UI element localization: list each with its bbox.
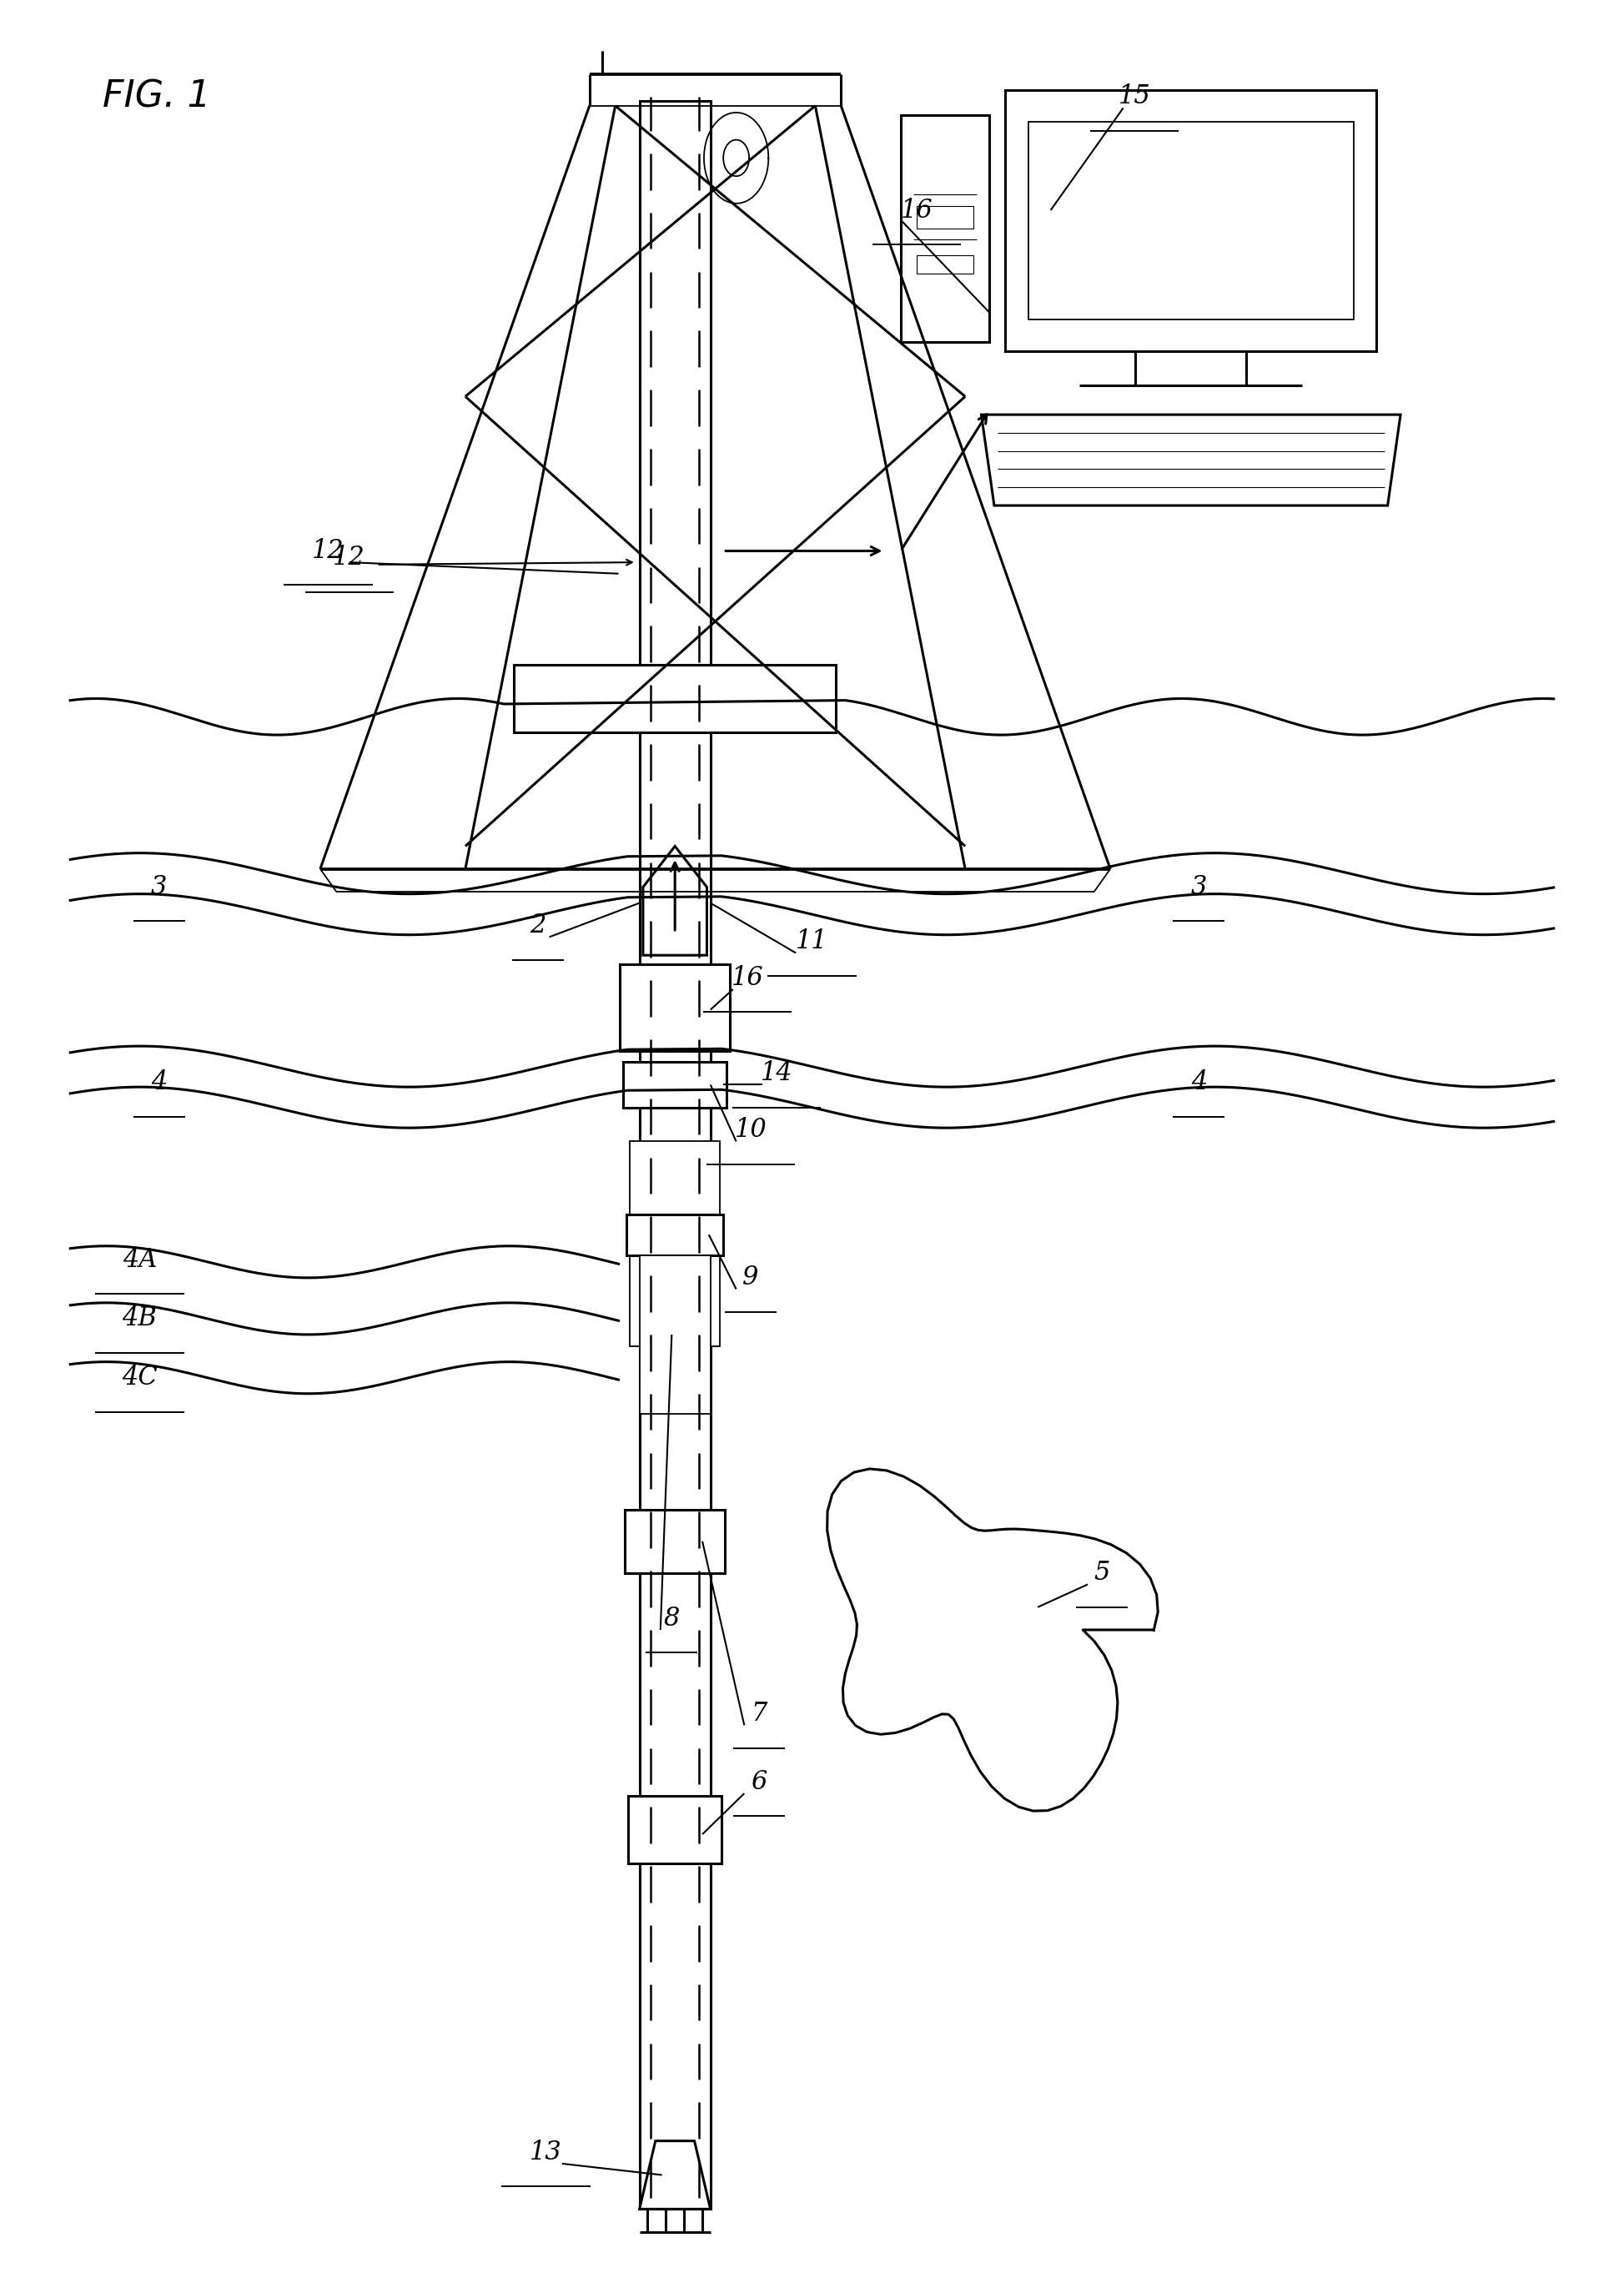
Bar: [624, 1062, 726, 1107]
Text: 12: 12: [312, 539, 344, 564]
Bar: [625, 1509, 724, 1573]
Text: 15: 15: [1119, 84, 1151, 110]
Bar: [627, 1215, 723, 1256]
Text: 8: 8: [664, 1605, 680, 1632]
Text: 4: 4: [1190, 1068, 1207, 1096]
Text: 6: 6: [750, 1769, 767, 1794]
Bar: [640, 1256, 710, 1413]
Bar: [628, 1797, 721, 1863]
Text: 13: 13: [529, 2139, 562, 2164]
Text: 4: 4: [151, 1068, 167, 1096]
Polygon shape: [640, 2141, 710, 2210]
Bar: [640, 100, 710, 664]
Text: 5: 5: [1095, 1559, 1111, 1587]
Bar: [630, 1142, 719, 1347]
Bar: [1005, 89, 1377, 352]
Bar: [901, 114, 989, 342]
Text: 3: 3: [1190, 874, 1207, 900]
Text: 3: 3: [151, 874, 167, 900]
Bar: [918, 205, 973, 228]
Bar: [513, 664, 836, 733]
Bar: [620, 963, 729, 1050]
Text: 9: 9: [742, 1265, 758, 1290]
Bar: [640, 733, 710, 2210]
Text: 10: 10: [734, 1116, 767, 1144]
Text: 4B: 4B: [122, 1306, 158, 1331]
Text: 16: 16: [731, 966, 763, 991]
Text: 12: 12: [333, 546, 365, 571]
Polygon shape: [643, 847, 706, 954]
Text: 11: 11: [796, 929, 828, 954]
Text: 4A: 4A: [122, 1247, 158, 1272]
Bar: [1028, 121, 1354, 320]
Text: 7: 7: [750, 1701, 767, 1726]
Text: 4C: 4C: [122, 1365, 158, 1390]
Polygon shape: [981, 416, 1400, 505]
Bar: [918, 256, 973, 274]
Text: 2: 2: [529, 913, 546, 938]
Text: 16: 16: [901, 196, 932, 224]
Text: FIG. 1: FIG. 1: [102, 78, 211, 114]
Text: 14: 14: [760, 1059, 793, 1087]
